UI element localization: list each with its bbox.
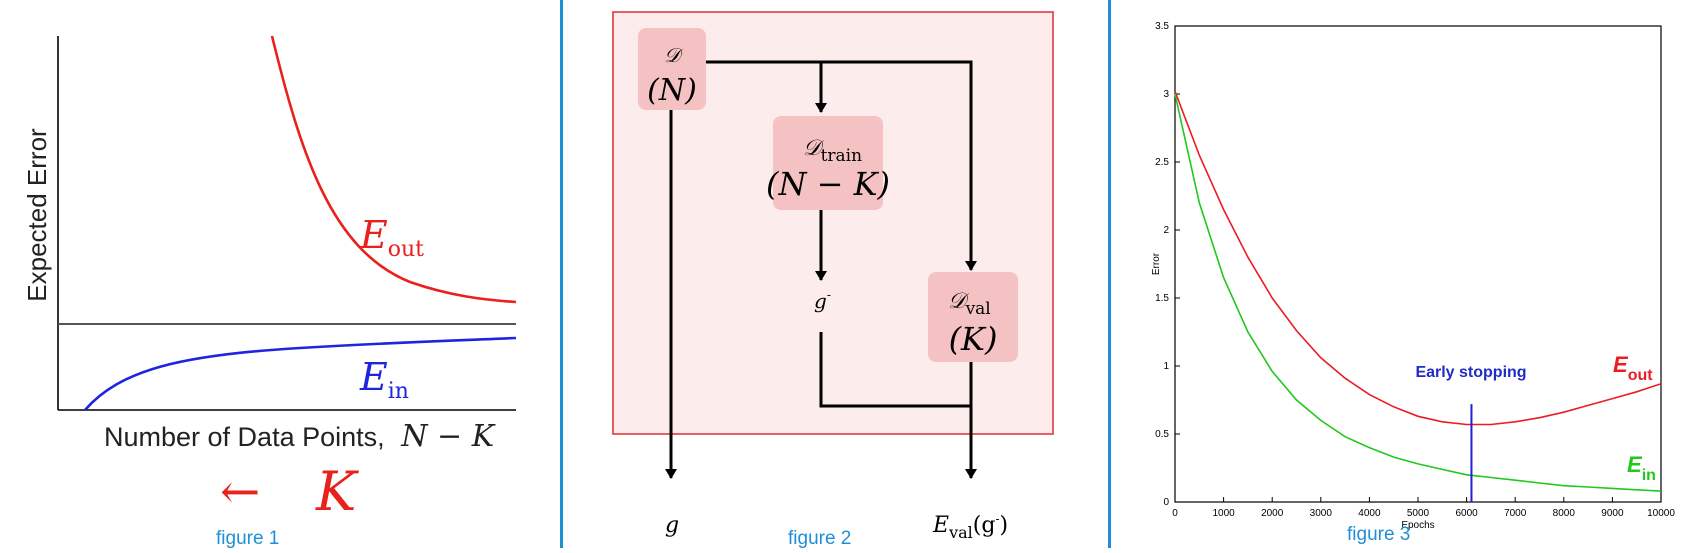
y-tick-label: 1 — [1163, 361, 1169, 372]
xlabel: Number of Data Points, N − K — [104, 419, 496, 454]
series-line-e-out — [1174, 91, 1662, 426]
output-g: g — [665, 513, 679, 538]
y-tick-label: 0.5 — [1155, 429, 1169, 440]
eout-label: Eout — [1613, 352, 1653, 384]
ein-curve — [84, 336, 517, 411]
figure-2-diagram: 𝒟 (N) 𝒟train (N − K) g- 𝒟val (K) g Eval(… — [612, 11, 1054, 542]
node-dtrain-name: 𝒟train — [803, 136, 862, 166]
node-dval-name: 𝒟val — [948, 289, 991, 319]
k-arrow: ← — [220, 464, 260, 520]
early-stopping-annotation: Early stopping — [1415, 364, 1526, 381]
x-tick-label: 8000 — [1553, 508, 1576, 519]
x-tick-label: 9000 — [1601, 508, 1624, 519]
x-tick-label: 6000 — [1455, 508, 1478, 519]
node-gminus: g- — [814, 288, 831, 313]
y-tick-label: 2.5 — [1155, 157, 1169, 168]
x-tick-label: 1000 — [1212, 508, 1235, 519]
output-eval: Eval(g-) — [932, 512, 1008, 542]
edge-gminus-to-eval — [819, 332, 971, 408]
edge-d-to-dval — [821, 60, 977, 271]
figure-1-plot: Expected Error Eout Ein Number of Data P… — [22, 35, 517, 523]
node-d-name: 𝒟 — [664, 43, 684, 67]
x-tick-label: 0 — [1172, 508, 1178, 519]
figure-1-panel: Expected Error Eout Ein Number of Data P… — [0, 0, 540, 549]
x-tick-label: 4000 — [1358, 508, 1381, 519]
figure-1-caption: figure 1 — [216, 528, 280, 549]
node-d-size: (N) — [647, 73, 697, 108]
x-tick-label: 3000 — [1310, 508, 1333, 519]
figure-3-chart: 0 1000 2000 3000 4000 5000 6000 7000 8000 9000 100… — [1151, 21, 1675, 531]
series-line-e-in — [1174, 93, 1662, 492]
divider-right — [1108, 0, 1111, 548]
x-tick-label: 5000 — [1407, 508, 1430, 519]
figure-3-panel: 0 1000 2000 3000 4000 5000 6000 7000 8000 9000 100… — [1111, 0, 1684, 548]
y-tick-label: 2 — [1163, 225, 1169, 236]
figure-2-caption: figure 2 — [788, 528, 852, 549]
ylabel: Expected Error — [22, 128, 52, 302]
x-tick-label: 7000 — [1504, 508, 1527, 519]
node-dtrain — [773, 116, 883, 210]
y-tick-label: 3.5 — [1155, 21, 1169, 32]
x-tick-label: 2000 — [1261, 508, 1284, 519]
ein-label: Ein — [359, 355, 409, 404]
node-dval — [928, 272, 1018, 362]
y-tick-label: 0 — [1163, 497, 1169, 508]
divider-left — [560, 0, 563, 548]
ein-label: Ein — [1627, 452, 1656, 484]
x-tick-label: 10000 — [1647, 508, 1675, 519]
y-tick-label: 3 — [1163, 89, 1169, 100]
chart-ylabel: Error — [1151, 252, 1162, 275]
figure-2-panel: 𝒟 (N) 𝒟train (N − K) g- 𝒟val (K) g Eval(… — [563, 0, 1108, 549]
node-dtrain-size: (N − K) — [766, 165, 890, 203]
figure-3-caption: figure 3 — [1347, 524, 1411, 545]
y-tick-label: 1.5 — [1155, 293, 1169, 304]
eout-label: Eout — [359, 213, 424, 262]
k-label: K — [315, 460, 359, 523]
node-d — [638, 28, 706, 110]
plot-frame — [1174, 25, 1662, 503]
node-dval-size: (K) — [949, 320, 998, 358]
chart-xlabel: Epochs — [1401, 520, 1434, 531]
eout-curve — [270, 35, 517, 304]
